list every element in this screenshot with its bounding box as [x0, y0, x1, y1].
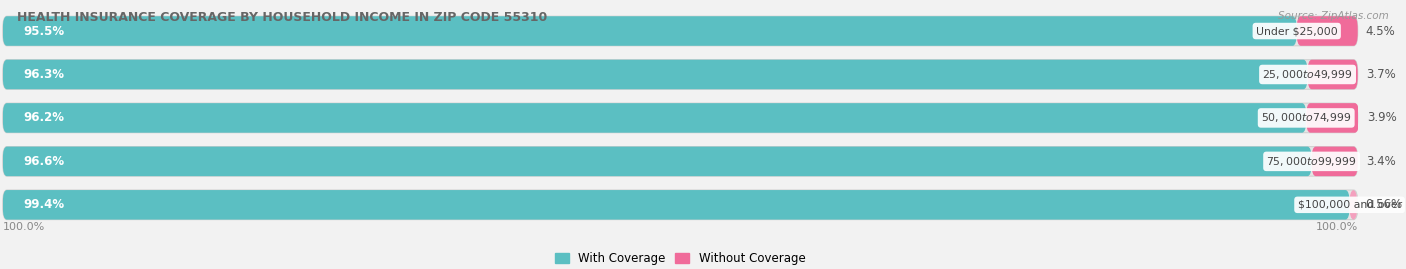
FancyBboxPatch shape [3, 60, 1358, 89]
FancyBboxPatch shape [3, 147, 1358, 176]
FancyBboxPatch shape [3, 16, 1296, 46]
Text: $75,000 to $99,999: $75,000 to $99,999 [1267, 155, 1357, 168]
FancyBboxPatch shape [3, 16, 1358, 46]
Text: $50,000 to $74,999: $50,000 to $74,999 [1261, 111, 1351, 125]
Text: Under $25,000: Under $25,000 [1256, 26, 1337, 36]
Text: $25,000 to $49,999: $25,000 to $49,999 [1263, 68, 1353, 81]
Text: 3.4%: 3.4% [1365, 155, 1396, 168]
FancyBboxPatch shape [1350, 190, 1357, 220]
Text: 4.5%: 4.5% [1365, 24, 1396, 37]
FancyBboxPatch shape [3, 190, 1350, 220]
Text: 100.0%: 100.0% [3, 222, 45, 232]
FancyBboxPatch shape [1306, 103, 1360, 133]
FancyBboxPatch shape [3, 190, 1358, 220]
Text: $100,000 and over: $100,000 and over [1298, 200, 1402, 210]
Text: 99.4%: 99.4% [22, 198, 65, 211]
Text: HEALTH INSURANCE COVERAGE BY HOUSEHOLD INCOME IN ZIP CODE 55310: HEALTH INSURANCE COVERAGE BY HOUSEHOLD I… [17, 11, 547, 24]
Text: Source: ZipAtlas.com: Source: ZipAtlas.com [1278, 11, 1389, 21]
FancyBboxPatch shape [3, 103, 1306, 133]
FancyBboxPatch shape [1296, 16, 1358, 46]
FancyBboxPatch shape [3, 147, 1312, 176]
Legend: With Coverage, Without Coverage: With Coverage, Without Coverage [550, 247, 810, 269]
FancyBboxPatch shape [1308, 60, 1358, 89]
Text: 96.6%: 96.6% [22, 155, 65, 168]
Text: 0.56%: 0.56% [1365, 198, 1402, 211]
Text: 100.0%: 100.0% [1316, 222, 1358, 232]
Text: 3.9%: 3.9% [1367, 111, 1398, 125]
Text: 96.3%: 96.3% [22, 68, 65, 81]
Text: 96.2%: 96.2% [22, 111, 65, 125]
FancyBboxPatch shape [1312, 147, 1358, 176]
FancyBboxPatch shape [3, 103, 1358, 133]
Text: 95.5%: 95.5% [22, 24, 65, 37]
Text: 3.7%: 3.7% [1365, 68, 1396, 81]
FancyBboxPatch shape [3, 60, 1308, 89]
